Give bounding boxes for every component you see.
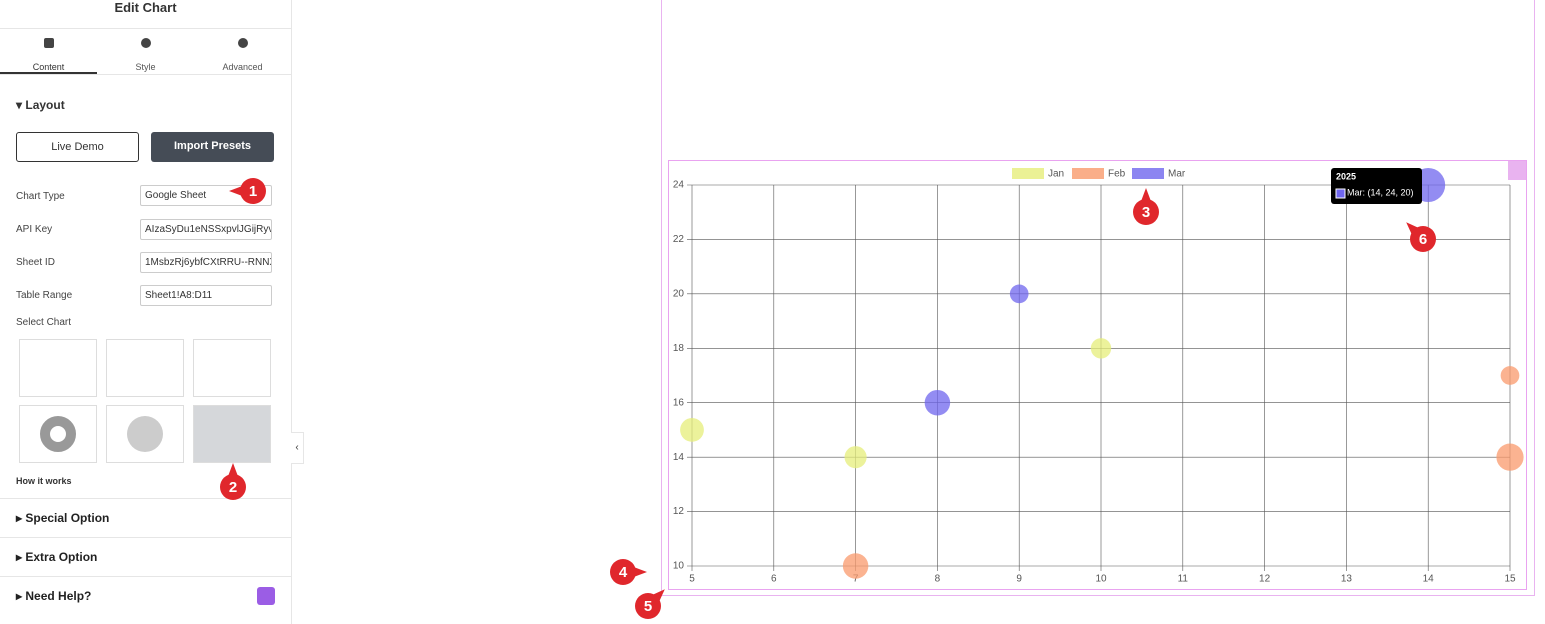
- edit-button[interactable]: [1508, 161, 1526, 180]
- x-tick-label: 7: [853, 574, 859, 585]
- x-tick-label: 14: [1423, 574, 1435, 585]
- tooltip-text: Mar: (14, 24, 20): [1347, 187, 1414, 197]
- tooltip: [1331, 168, 1422, 204]
- sidebar: Edit Chart Content Style Advanced ▾ Layo…: [0, 0, 304, 624]
- button[interactable]: Live Demo: [16, 132, 139, 162]
- section-toggle[interactable]: ▸ Extra Option: [0, 538, 291, 577]
- bubble: [842, 553, 869, 579]
- x-tick-label: 8: [935, 574, 941, 585]
- field-label: API Key: [16, 224, 53, 235]
- legend-swatch: [1012, 168, 1044, 179]
- field-input[interactable]: Sheet1!A8:D11: [140, 285, 272, 306]
- y-tick-label: 18: [673, 343, 685, 354]
- x-tick-label: 15: [1504, 574, 1516, 585]
- field-input[interactable]: Google Sheet: [140, 185, 272, 206]
- field-label: Select Chart: [16, 317, 72, 328]
- field-input[interactable]: 1MsbzRj6ybfCXtRRU--RNNX: [140, 252, 272, 273]
- panel-title: Edit Chart: [0, 0, 291, 29]
- bubble: [1496, 443, 1524, 471]
- y-tick-label: 10: [673, 561, 685, 572]
- section-toggle[interactable]: ▸ Special Option: [0, 499, 291, 538]
- tabs: Content Style Advanced: [0, 29, 291, 75]
- legend-swatch: [1072, 168, 1104, 179]
- tooltip-swatch: [1335, 188, 1346, 199]
- legend-swatch: [1132, 168, 1164, 179]
- section-label: Extra Option: [25, 550, 98, 564]
- bubble: [1009, 284, 1029, 304]
- tab[interactable]: Style: [97, 29, 194, 74]
- tab-label: Content: [32, 62, 65, 72]
- field-label: Table Range: [16, 290, 73, 301]
- y-tick-label: 24: [673, 180, 685, 191]
- annotation-label: 4: [619, 564, 628, 581]
- section-label: Special Option: [25, 511, 110, 525]
- x-tick-label: 13: [1341, 574, 1353, 585]
- y-tick-label: 20: [673, 288, 685, 299]
- annotation-pin: [623, 563, 647, 581]
- tab[interactable]: Content: [0, 29, 97, 74]
- bubble: [924, 389, 951, 416]
- field-label: Sheet ID: [16, 257, 55, 268]
- x-tick-label: 10: [1095, 574, 1107, 585]
- legend-label: Feb: [1108, 169, 1126, 180]
- legend-label: Jan: [1048, 169, 1064, 180]
- section-label: Need Help?: [25, 589, 92, 603]
- legend-label: Mar: [1168, 169, 1186, 180]
- help-link[interactable]: How it works: [16, 476, 72, 486]
- bubble: [1090, 338, 1112, 359]
- section-label: Layout: [25, 98, 65, 112]
- x-tick-label: 12: [1259, 574, 1271, 585]
- annotation-marker: [610, 559, 636, 585]
- chart-thumb[interactable]: [193, 339, 271, 397]
- button[interactable]: Import Presets: [151, 132, 274, 162]
- chart: 10 12 14 16 18 20 22 24 5 6 7 8 9 10 11 12 13 14 15 Jan Feb M…: [661, 0, 1535, 596]
- bubble: [1500, 366, 1520, 385]
- x-tick-label: 6: [771, 574, 777, 585]
- chart-thumb[interactable]: [19, 405, 97, 463]
- chart-thumb[interactable]: [106, 405, 184, 463]
- y-tick-label: 12: [673, 506, 685, 517]
- chart-thumb[interactable]: [193, 405, 271, 463]
- bubble: [680, 418, 704, 442]
- chart-thumb[interactable]: [106, 339, 184, 397]
- y-tick-label: 14: [673, 452, 685, 463]
- y-tick-label: 16: [673, 397, 685, 408]
- field-input[interactable]: AIzaSyDu1eNSSxpvlJGijRyv: [140, 219, 272, 240]
- bubble: [844, 446, 867, 469]
- field-label: Chart Type: [16, 191, 65, 202]
- chart-thumb[interactable]: [19, 339, 97, 397]
- tab-label: Advanced: [222, 62, 263, 72]
- chart-frame: [668, 160, 1527, 590]
- tooltip-title: 2025: [1336, 171, 1356, 181]
- tab-label: Style: [135, 62, 156, 72]
- annotation-marker: [635, 593, 661, 619]
- x-tick-label: 9: [1016, 574, 1022, 585]
- y-tick-label: 22: [673, 234, 685, 245]
- tab[interactable]: Advanced: [194, 29, 291, 74]
- x-tick-label: 11: [1178, 574, 1189, 585]
- x-tick-label: 5: [689, 574, 695, 585]
- annotation-label: 5: [644, 598, 652, 615]
- section-title[interactable]: ▾ Layout: [16, 98, 65, 112]
- section-toggle[interactable]: ▸ Need Help?: [0, 577, 291, 615]
- collapse-button[interactable]: ‹: [291, 432, 304, 464]
